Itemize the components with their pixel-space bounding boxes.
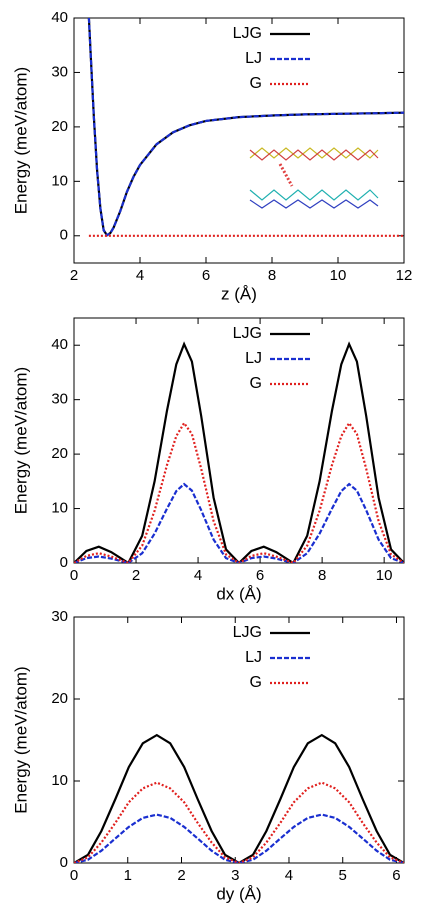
y-tick-label: 20 bbox=[51, 690, 68, 707]
y-tick-label: 30 bbox=[51, 608, 68, 625]
x-tick-label: 0 bbox=[70, 567, 78, 584]
series-line bbox=[74, 341, 404, 563]
y-tick-label: 40 bbox=[51, 9, 68, 26]
plot-frame bbox=[73, 17, 405, 264]
y-axis-label: Energy (meV/atom) bbox=[11, 367, 30, 514]
legend-label: LJG bbox=[233, 25, 262, 42]
y-tick-label: 40 bbox=[51, 336, 68, 353]
y-tick-label: 20 bbox=[51, 118, 68, 135]
x-tick-label: 2 bbox=[70, 267, 78, 284]
legend-label: LJ bbox=[245, 350, 262, 367]
legend-label: LJ bbox=[245, 50, 262, 67]
x-tick-label: 0 bbox=[70, 867, 78, 884]
inset-structure bbox=[249, 147, 379, 209]
x-tick-label: 8 bbox=[268, 267, 276, 284]
x-tick-label: 2 bbox=[177, 867, 185, 884]
legend-label: G bbox=[250, 674, 262, 691]
x-axis-label: dx (Å) bbox=[216, 584, 261, 603]
y-tick-label: 0 bbox=[60, 554, 68, 571]
series-line bbox=[74, 733, 404, 863]
y-tick-label: 20 bbox=[51, 445, 68, 462]
legend-label: LJ bbox=[245, 649, 262, 666]
y-tick-label: 10 bbox=[51, 172, 68, 189]
x-tick-label: 4 bbox=[285, 867, 293, 884]
legend-label: LJG bbox=[233, 325, 262, 342]
legend-label: LJG bbox=[233, 624, 262, 641]
x-tick-label: 3 bbox=[231, 867, 239, 884]
y-tick-label: 10 bbox=[51, 772, 68, 789]
x-tick-label: 12 bbox=[396, 267, 413, 284]
plot-frame bbox=[73, 616, 405, 864]
x-tick-label: 10 bbox=[330, 267, 347, 284]
x-axis-label: z (Å) bbox=[221, 284, 257, 303]
x-tick-label: 1 bbox=[124, 867, 132, 884]
legend-label: G bbox=[250, 375, 262, 392]
series-line bbox=[74, 813, 404, 863]
x-axis-label: dy (Å) bbox=[216, 884, 261, 903]
y-tick-label: 10 bbox=[51, 500, 68, 517]
x-tick-label: 4 bbox=[194, 567, 202, 584]
y-tick-label: 0 bbox=[60, 227, 68, 244]
x-tick-label: 6 bbox=[202, 267, 210, 284]
x-tick-label: 5 bbox=[339, 867, 347, 884]
x-tick-label: 6 bbox=[256, 567, 264, 584]
x-tick-label: 4 bbox=[136, 267, 144, 284]
x-tick-label: 10 bbox=[376, 567, 393, 584]
y-axis-label: Energy (meV/atom) bbox=[11, 666, 30, 813]
series-line bbox=[74, 482, 404, 563]
series-line bbox=[74, 781, 404, 863]
y-axis-label: Energy (meV/atom) bbox=[11, 67, 30, 214]
y-tick-label: 30 bbox=[51, 63, 68, 80]
legend-label: G bbox=[250, 75, 262, 92]
y-tick-label: 0 bbox=[60, 854, 68, 871]
series-line bbox=[87, 18, 404, 237]
series-line bbox=[74, 421, 404, 563]
y-tick-label: 30 bbox=[51, 391, 68, 408]
x-tick-label: 8 bbox=[318, 567, 326, 584]
x-tick-label: 2 bbox=[132, 567, 140, 584]
x-tick-label: 6 bbox=[392, 867, 400, 884]
